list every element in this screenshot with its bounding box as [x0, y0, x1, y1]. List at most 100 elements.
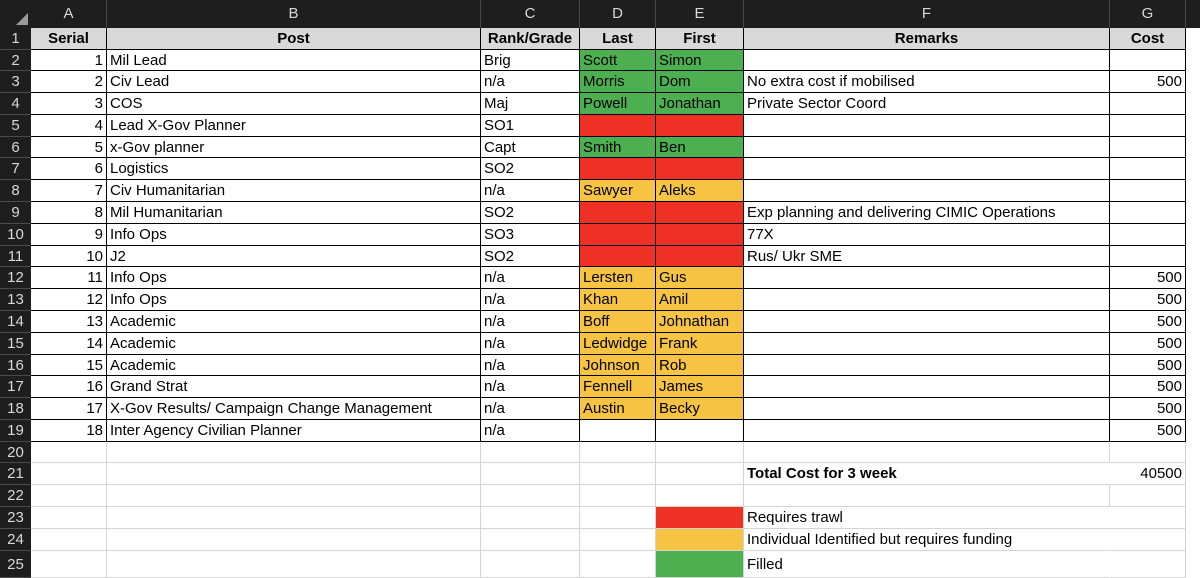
cell-cost[interactable] [1110, 50, 1186, 71]
cell-remarks[interactable] [744, 180, 1110, 202]
cell-remarks[interactable] [744, 376, 1110, 398]
cell-serial[interactable]: 9 [31, 224, 107, 246]
cell-first[interactable] [656, 202, 744, 224]
cell-first[interactable]: Jonathan [656, 93, 744, 115]
row-header-4[interactable]: 4 [0, 93, 31, 115]
cell-last[interactable]: Johnson [580, 355, 656, 376]
empty-cell[interactable] [107, 463, 481, 485]
cell-post[interactable]: Academic [107, 355, 481, 376]
cell-rank[interactable]: SO1 [481, 115, 580, 137]
empty-cell[interactable] [107, 485, 481, 507]
header-rank[interactable]: Rank/Grade [481, 28, 580, 50]
cell-cost[interactable]: 500 [1110, 420, 1186, 442]
cell-cost[interactable]: 500 [1110, 311, 1186, 333]
cell-post[interactable]: Info Ops [107, 224, 481, 246]
cell-first[interactable]: Simon [656, 50, 744, 71]
cell-rank[interactable]: n/a [481, 267, 580, 289]
cell-last[interactable]: Khan [580, 289, 656, 311]
row-header-11[interactable]: 11 [0, 246, 31, 267]
empty-cell[interactable] [1110, 529, 1186, 551]
cell-last[interactable]: Austin [580, 398, 656, 420]
row-header-10[interactable]: 10 [0, 224, 31, 246]
cell-first[interactable] [656, 224, 744, 246]
legend-swatch-trawl[interactable] [656, 507, 744, 529]
empty-cell[interactable] [656, 485, 744, 507]
cell-first[interactable]: Johnathan [656, 311, 744, 333]
cell-serial[interactable]: 5 [31, 137, 107, 158]
cell-last[interactable]: Smith [580, 137, 656, 158]
cell-rank[interactable]: n/a [481, 420, 580, 442]
cell-rank[interactable]: Capt [481, 137, 580, 158]
empty-cell[interactable] [580, 485, 656, 507]
cell-post[interactable]: Logistics [107, 158, 481, 180]
cell-cost[interactable]: 500 [1110, 267, 1186, 289]
legend-label-filled[interactable]: Filled [744, 551, 1110, 578]
select-all-corner[interactable] [0, 0, 31, 28]
cell-last[interactable]: Ledwidge [580, 333, 656, 355]
row-header-7[interactable]: 7 [0, 158, 31, 180]
cell-serial[interactable]: 4 [31, 115, 107, 137]
cell-cost[interactable] [1110, 137, 1186, 158]
row-header-22[interactable]: 22 [0, 485, 31, 507]
row-header-18[interactable]: 18 [0, 398, 31, 420]
cell-rank[interactable]: SO2 [481, 202, 580, 224]
cell-rank[interactable]: Maj [481, 93, 580, 115]
cell-first[interactable] [656, 115, 744, 137]
cell-serial[interactable]: 12 [31, 289, 107, 311]
column-header-b[interactable]: B [107, 0, 481, 28]
legend-swatch-funding[interactable] [656, 529, 744, 551]
row-header-19[interactable]: 19 [0, 420, 31, 442]
cell-serial[interactable]: 17 [31, 398, 107, 420]
cell-first[interactable]: Becky [656, 398, 744, 420]
empty-cell[interactable] [481, 551, 580, 578]
cell-serial[interactable]: 15 [31, 355, 107, 376]
cell-serial[interactable]: 1 [31, 50, 107, 71]
cell-remarks[interactable] [744, 267, 1110, 289]
cell-first[interactable]: Frank [656, 333, 744, 355]
cell-first[interactable]: Gus [656, 267, 744, 289]
cell-last[interactable]: Lersten [580, 267, 656, 289]
column-header-a[interactable]: A [31, 0, 107, 28]
empty-cell[interactable] [31, 529, 107, 551]
cell-rank[interactable]: n/a [481, 180, 580, 202]
cell-last[interactable]: Fennell [580, 376, 656, 398]
column-header-c[interactable]: C [481, 0, 580, 28]
total-value[interactable]: 40500 [1110, 463, 1186, 485]
cell-remarks[interactable] [744, 311, 1110, 333]
header-remarks[interactable]: Remarks [744, 28, 1110, 50]
column-header-d[interactable]: D [580, 0, 656, 28]
cell-remarks[interactable] [744, 355, 1110, 376]
header-serial[interactable]: Serial [31, 28, 107, 50]
row-header-6[interactable]: 6 [0, 137, 31, 158]
empty-cell[interactable] [481, 463, 580, 485]
cell-post[interactable]: J2 [107, 246, 481, 267]
cell-serial[interactable]: 11 [31, 267, 107, 289]
cell-post[interactable]: Mil Humanitarian [107, 202, 481, 224]
cell-remarks[interactable]: No extra cost if mobilised [744, 71, 1110, 93]
cell-remarks[interactable]: Private Sector Coord [744, 93, 1110, 115]
cell-serial[interactable]: 18 [31, 420, 107, 442]
column-header-g[interactable]: G [1110, 0, 1186, 28]
empty-cell[interactable] [580, 442, 656, 463]
row-header-3[interactable]: 3 [0, 71, 31, 93]
empty-cell[interactable] [481, 485, 580, 507]
empty-cell[interactable] [107, 442, 481, 463]
row-header-25[interactable]: 25 [0, 551, 31, 578]
empty-cell[interactable] [656, 442, 744, 463]
row-header-24[interactable]: 24 [0, 529, 31, 551]
empty-cell[interactable] [744, 442, 1110, 463]
empty-cell[interactable] [31, 485, 107, 507]
row-header-17[interactable]: 17 [0, 376, 31, 398]
cell-cost[interactable] [1110, 180, 1186, 202]
legend-label-trawl[interactable]: Requires trawl [744, 507, 1110, 529]
cell-rank[interactable]: n/a [481, 355, 580, 376]
cell-post[interactable]: Civ Humanitarian [107, 180, 481, 202]
row-header-9[interactable]: 9 [0, 202, 31, 224]
cell-first[interactable] [656, 158, 744, 180]
cell-serial[interactable]: 7 [31, 180, 107, 202]
cell-rank[interactable]: SO2 [481, 158, 580, 180]
empty-cell[interactable] [1110, 442, 1186, 463]
cell-remarks[interactable] [744, 115, 1110, 137]
cell-cost[interactable]: 500 [1110, 289, 1186, 311]
cell-last[interactable] [580, 246, 656, 267]
